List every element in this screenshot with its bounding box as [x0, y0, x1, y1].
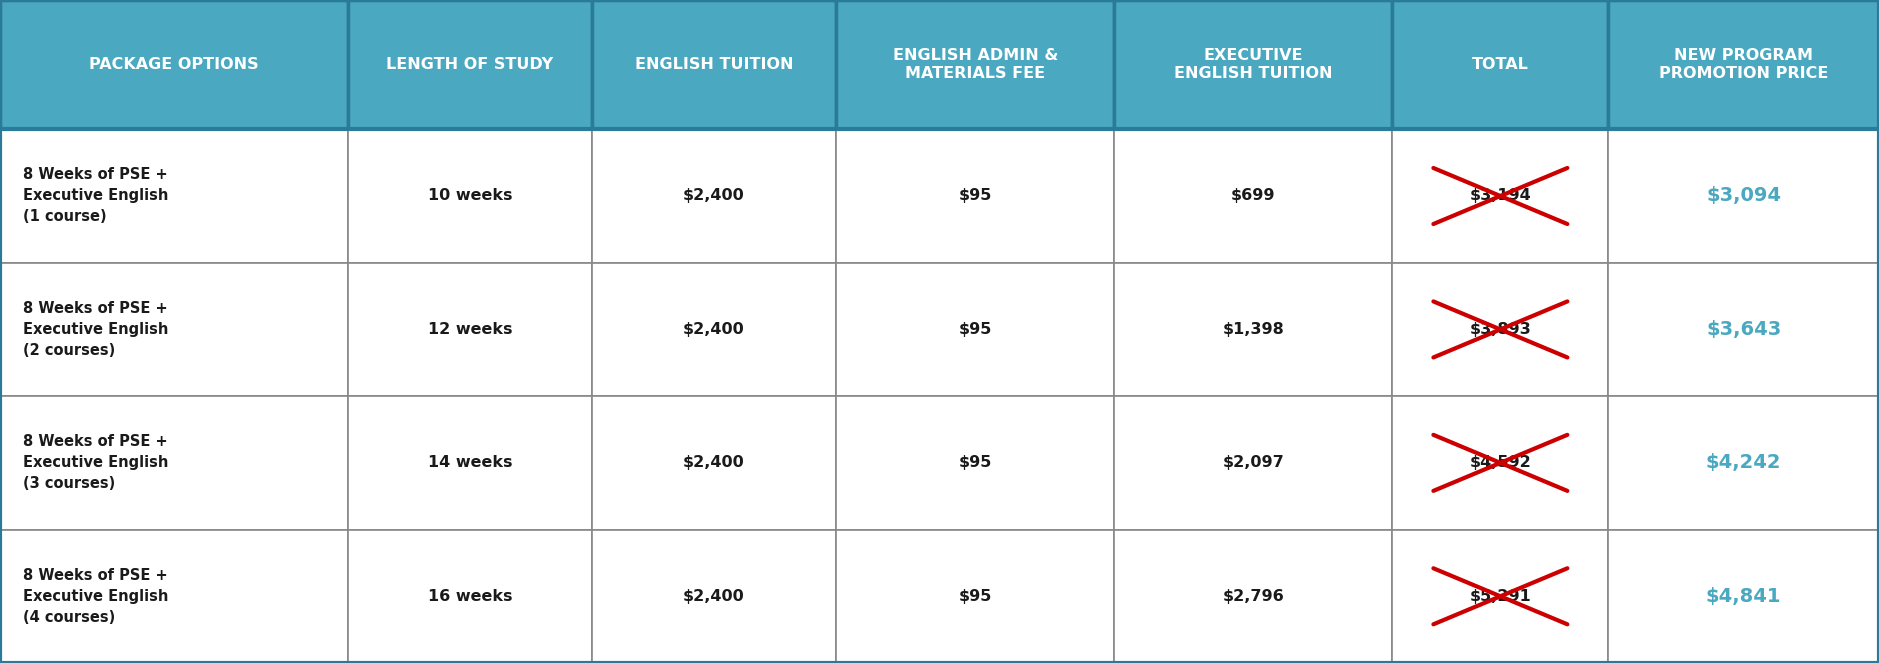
Bar — [1608, 0, 1879, 129]
Text: ENGLISH ADMIN &
MATERIALS FEE: ENGLISH ADMIN & MATERIALS FEE — [893, 48, 1058, 81]
Text: $95: $95 — [958, 589, 992, 604]
Bar — [1114, 129, 1392, 263]
Bar — [348, 0, 592, 129]
Text: $95: $95 — [958, 188, 992, 204]
Text: $4,841: $4,841 — [1706, 587, 1781, 606]
Bar — [592, 0, 836, 129]
Text: TOTAL: TOTAL — [1471, 57, 1530, 72]
Text: 14 weeks: 14 weeks — [428, 455, 511, 470]
Bar — [0, 263, 348, 396]
Bar — [836, 0, 1114, 129]
Bar — [836, 396, 1114, 530]
Text: $2,400: $2,400 — [684, 188, 744, 204]
Bar — [836, 530, 1114, 663]
Text: $2,400: $2,400 — [684, 322, 744, 337]
Text: $2,400: $2,400 — [684, 455, 744, 470]
Bar — [1392, 263, 1608, 396]
Text: 8 Weeks of PSE +
Executive English
(2 courses): 8 Weeks of PSE + Executive English (2 co… — [23, 301, 167, 358]
Bar — [348, 263, 592, 396]
Bar — [1114, 530, 1392, 663]
Bar — [0, 129, 348, 263]
Bar — [592, 263, 836, 396]
Text: $3,643: $3,643 — [1706, 320, 1781, 339]
Text: $3,893: $3,893 — [1469, 322, 1531, 337]
Text: 8 Weeks of PSE +
Executive English
(1 course): 8 Weeks of PSE + Executive English (1 co… — [23, 168, 167, 225]
Bar — [1392, 0, 1608, 129]
Text: $3,194: $3,194 — [1469, 188, 1531, 204]
Text: $95: $95 — [958, 322, 992, 337]
Bar — [592, 396, 836, 530]
Text: LENGTH OF STUDY: LENGTH OF STUDY — [387, 57, 552, 72]
Bar — [1114, 396, 1392, 530]
Bar — [1392, 530, 1608, 663]
Text: 16 weeks: 16 weeks — [428, 589, 511, 604]
Text: NEW PROGRAM
PROMOTION PRICE: NEW PROGRAM PROMOTION PRICE — [1659, 48, 1828, 81]
Bar — [1608, 530, 1879, 663]
Text: $699: $699 — [1231, 188, 1276, 204]
Bar — [348, 396, 592, 530]
Bar — [0, 530, 348, 663]
Text: PACKAGE OPTIONS: PACKAGE OPTIONS — [88, 57, 259, 72]
Bar — [592, 530, 836, 663]
Bar — [1392, 129, 1608, 263]
Bar — [1114, 0, 1392, 129]
Text: $2,796: $2,796 — [1223, 589, 1283, 604]
Bar — [1608, 263, 1879, 396]
Bar — [836, 263, 1114, 396]
Bar — [1392, 396, 1608, 530]
Text: $2,400: $2,400 — [684, 589, 744, 604]
Bar — [1608, 129, 1879, 263]
Bar — [1608, 396, 1879, 530]
Text: $2,097: $2,097 — [1223, 455, 1283, 470]
Text: $3,094: $3,094 — [1706, 186, 1781, 206]
Bar — [836, 129, 1114, 263]
Text: $1,398: $1,398 — [1223, 322, 1283, 337]
Bar — [348, 129, 592, 263]
Bar — [592, 129, 836, 263]
Text: ENGLISH TUITION: ENGLISH TUITION — [635, 57, 793, 72]
Text: $95: $95 — [958, 455, 992, 470]
Bar — [1114, 263, 1392, 396]
Bar — [0, 0, 348, 129]
Text: 8 Weeks of PSE +
Executive English
(3 courses): 8 Weeks of PSE + Executive English (3 co… — [23, 434, 167, 491]
Text: EXECUTIVE
ENGLISH TUITION: EXECUTIVE ENGLISH TUITION — [1174, 48, 1332, 81]
Text: $5,291: $5,291 — [1469, 589, 1531, 604]
Bar — [0, 396, 348, 530]
Text: 8 Weeks of PSE +
Executive English
(4 courses): 8 Weeks of PSE + Executive English (4 co… — [23, 568, 167, 625]
Bar — [348, 530, 592, 663]
Text: 12 weeks: 12 weeks — [428, 322, 511, 337]
Text: $4,242: $4,242 — [1706, 453, 1781, 472]
Text: $4,592: $4,592 — [1469, 455, 1531, 470]
Text: 10 weeks: 10 weeks — [428, 188, 511, 204]
